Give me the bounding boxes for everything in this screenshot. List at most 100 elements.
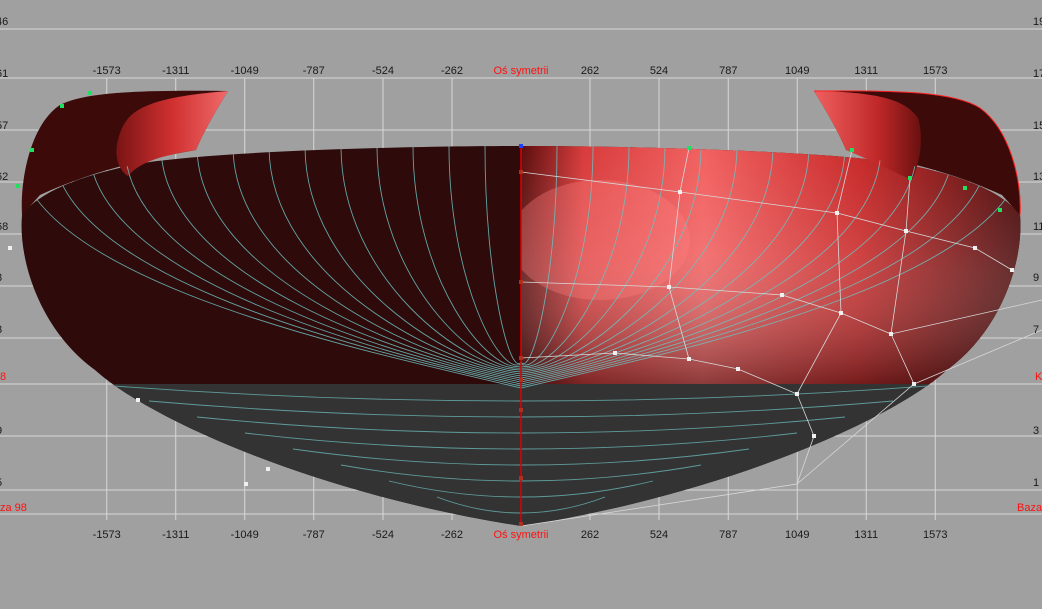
symmetry-label-bottom: Oś symetrii: [494, 529, 549, 541]
control-point[interactable]: [889, 332, 893, 336]
control-point[interactable]: [678, 190, 682, 194]
axis-control-point[interactable]: [519, 378, 523, 382]
control-point[interactable]: [812, 434, 816, 438]
x-tick-label-top: -787: [303, 65, 325, 77]
bulwark-left-inner: [116, 91, 228, 176]
control-polyline: [668, 147, 690, 360]
control-point[interactable]: [136, 398, 140, 402]
z-tick-label-right: 11: [1033, 221, 1042, 233]
control-point[interactable]: [1010, 268, 1014, 272]
x-tick-label-bottom: -1311: [162, 529, 189, 541]
section-curve: [520, 146, 702, 371]
x-tick-label-top: -524: [372, 65, 394, 77]
base-label-right: Baza: [1017, 502, 1042, 514]
control-point[interactable]: [973, 246, 977, 250]
axis-control-point[interactable]: [519, 356, 523, 360]
section-curve: [520, 146, 738, 373]
z-tick-label-left: 62: [0, 171, 8, 183]
control-point[interactable]: [835, 211, 839, 215]
control-point[interactable]: [8, 246, 12, 250]
section-curve: [88, 146, 522, 385]
axis-control-point[interactable]: [519, 476, 523, 480]
x-tick-label-top: 262: [581, 65, 599, 77]
control-point[interactable]: [667, 285, 671, 289]
control-point-selected[interactable]: [908, 176, 912, 180]
section-curve: [520, 146, 558, 365]
section-curve: [520, 146, 846, 379]
control-point[interactable]: [266, 467, 270, 471]
x-tick-label-top: 1311: [854, 65, 878, 77]
control-points[interactable]: [8, 91, 1014, 526]
x-tick-label-bottom: 524: [650, 529, 668, 541]
section-curve: [52, 146, 522, 387]
z-tick-label-right: 1: [1033, 477, 1039, 489]
section-curve: [520, 146, 990, 387]
control-point-selected[interactable]: [687, 146, 691, 150]
z-tick-label-right: 13: [1033, 171, 1042, 183]
base-label-left: za 98: [0, 502, 27, 514]
control-polyline: [520, 171, 1013, 271]
x-tick-label-top: -262: [441, 65, 463, 77]
control-point[interactable]: [244, 482, 248, 486]
z-tick-label-left: 3: [0, 324, 2, 336]
section-curve: [160, 146, 522, 381]
x-tick-label-top: 524: [650, 65, 668, 77]
control-point[interactable]: [736, 367, 740, 371]
x-tick-label-top: -1573: [93, 65, 121, 77]
axis-top-point[interactable]: [519, 144, 523, 148]
control-point[interactable]: [839, 311, 843, 315]
axis-control-point[interactable]: [519, 280, 523, 284]
z-tick-label-left: 68: [0, 221, 8, 233]
control-polyline: [796, 149, 853, 395]
control-polygon: [520, 147, 1042, 527]
control-point-selected[interactable]: [850, 148, 854, 152]
control-point-selected[interactable]: [998, 208, 1002, 212]
x-tick-label-bottom: -262: [441, 529, 463, 541]
section-curve: [448, 146, 522, 366]
control-point[interactable]: [687, 357, 691, 361]
x-tick-label-bottom: 1311: [854, 529, 878, 541]
section-curve: [340, 146, 522, 371]
section-curve: [196, 146, 522, 379]
section-curve: [520, 146, 630, 367]
control-point-selected[interactable]: [88, 91, 92, 95]
axis-control-point[interactable]: [519, 408, 523, 412]
z-tick-label-left: 9: [0, 425, 2, 437]
x-tick-label-bottom: -1049: [231, 529, 259, 541]
section-curve: [520, 146, 666, 369]
control-polyline: [890, 177, 915, 385]
section-curve: [520, 146, 882, 381]
control-point[interactable]: [795, 392, 799, 396]
symmetry-label-top: Oś symetrii: [494, 65, 549, 77]
control-point[interactable]: [912, 382, 916, 386]
control-point[interactable]: [613, 351, 617, 355]
z-tick-label-left: 5: [0, 477, 2, 489]
x-tick-label-top: -1311: [162, 65, 189, 77]
z-tick-label-right: 9: [1033, 272, 1039, 284]
z-tick-label-left: 61: [0, 68, 8, 80]
section-curve: [376, 146, 522, 369]
z-tick-label-right: 7: [1033, 324, 1039, 336]
x-tick-label-top: 1573: [923, 65, 947, 77]
section-curve: [304, 146, 522, 373]
z-tick-label-left: 57: [0, 120, 8, 132]
x-tick-label-bottom: -1573: [93, 529, 121, 541]
axis-control-point[interactable]: [519, 522, 523, 526]
control-point-selected[interactable]: [963, 186, 967, 190]
sheer-line-right: [813, 90, 1021, 216]
control-point-selected[interactable]: [16, 184, 20, 188]
section-curve: [232, 146, 522, 377]
bulwark-right-inner: [814, 91, 921, 180]
z-tick-label-right: 3: [1033, 425, 1039, 437]
x-tick-label-bottom: 262: [581, 529, 599, 541]
control-point-selected[interactable]: [30, 148, 34, 152]
section-curve: [520, 146, 594, 366]
hull-highlight: [521, 180, 690, 300]
control-point[interactable]: [904, 229, 908, 233]
control-polyline: [520, 281, 1042, 335]
axis-control-point[interactable]: [519, 170, 523, 174]
control-point-selected[interactable]: [60, 104, 64, 108]
control-point[interactable]: [780, 293, 784, 297]
